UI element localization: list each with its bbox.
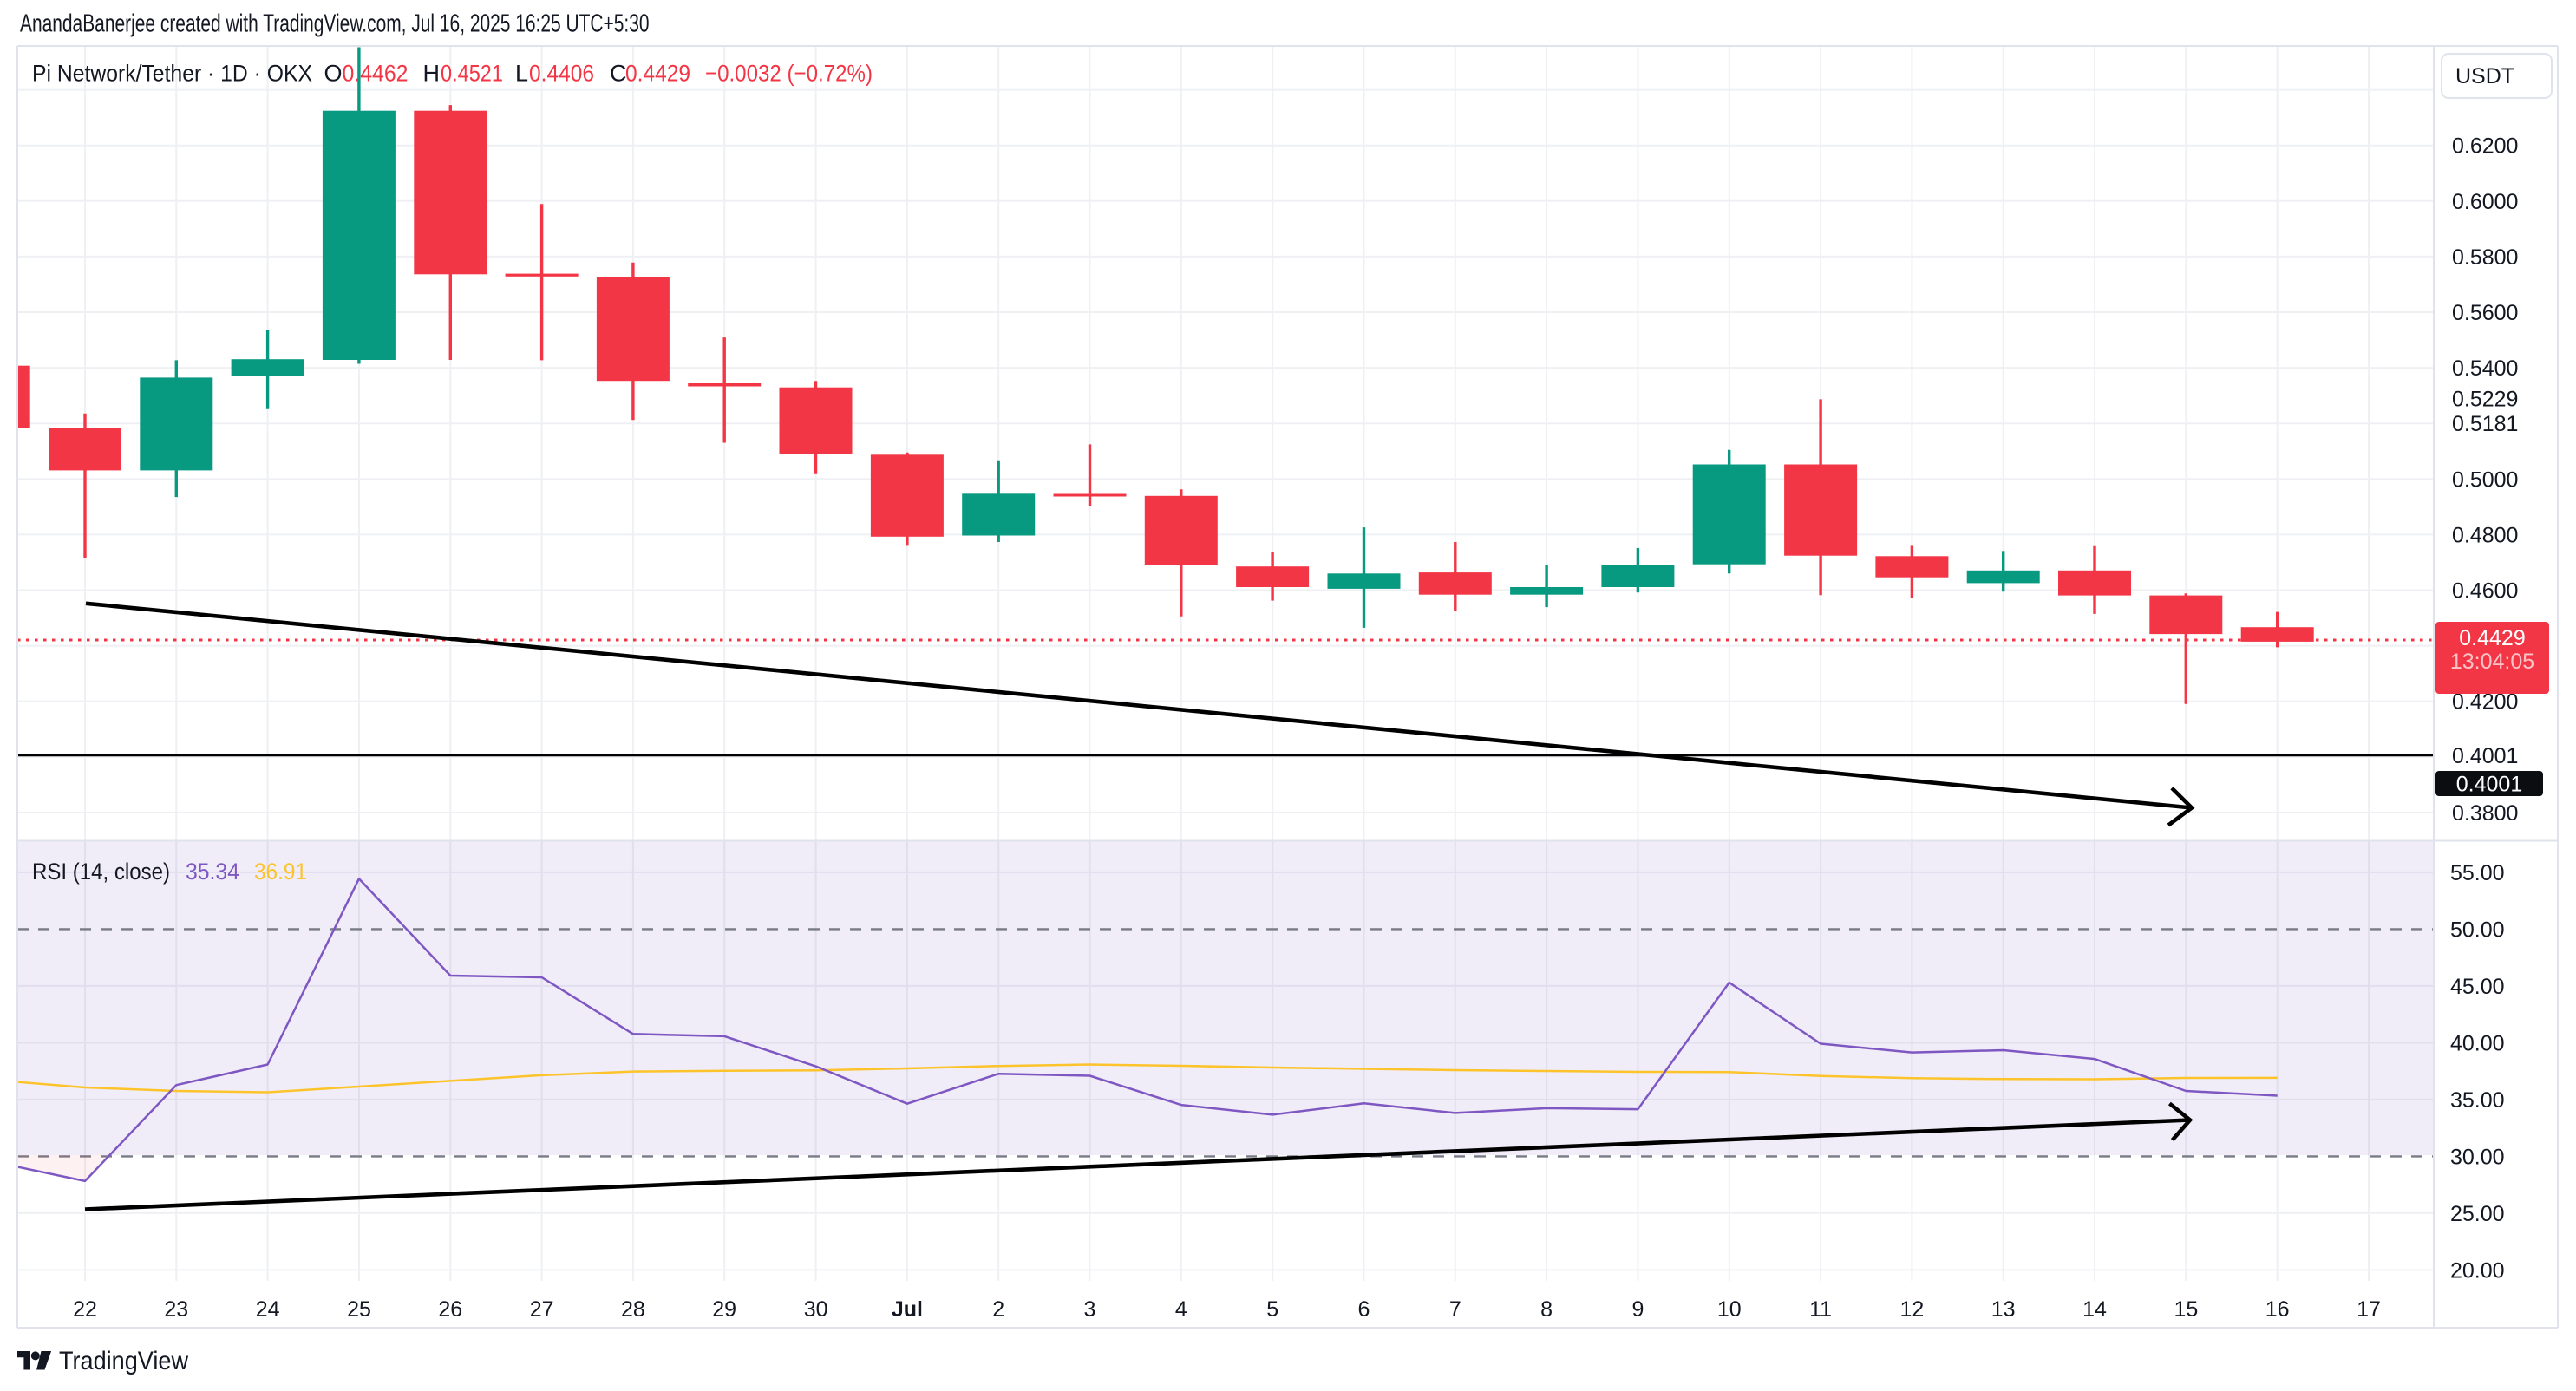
svg-text:0.4429: 0.4429 [2459, 626, 2525, 650]
svg-text:0.4521: 0.4521 [441, 61, 503, 87]
svg-text:0.6200: 0.6200 [2452, 134, 2518, 159]
svg-text:12: 12 [1899, 1297, 1924, 1322]
svg-text:L: L [515, 61, 528, 87]
svg-text:17: 17 [2357, 1297, 2381, 1322]
svg-text:USDT: USDT [2455, 64, 2514, 88]
svg-text:5: 5 [1266, 1297, 1278, 1322]
svg-text:0.3800: 0.3800 [2452, 801, 2518, 826]
svg-text:0.4429: 0.4429 [625, 61, 690, 87]
svg-text:O: O [324, 61, 343, 87]
svg-text:TradingView: TradingView [59, 1347, 189, 1375]
svg-text:35.00: 35.00 [2450, 1088, 2505, 1113]
svg-text:6: 6 [1358, 1297, 1370, 1322]
svg-text:29: 29 [712, 1297, 736, 1322]
svg-text:23: 23 [164, 1297, 188, 1322]
svg-text:27: 27 [530, 1297, 554, 1322]
svg-text:55.00: 55.00 [2450, 861, 2505, 885]
svg-text:0.4600: 0.4600 [2452, 579, 2518, 604]
svg-text:−0.0032 (−0.72%): −0.0032 (−0.72%) [705, 61, 873, 87]
svg-text:35.34: 35.34 [186, 859, 239, 885]
svg-text:0.5181: 0.5181 [2452, 412, 2518, 436]
svg-text:40.00: 40.00 [2450, 1031, 2505, 1055]
svg-text:0.5400: 0.5400 [2452, 356, 2518, 381]
svg-text:45.00: 45.00 [2450, 975, 2505, 999]
svg-text:0.5229: 0.5229 [2452, 388, 2518, 412]
svg-text:10: 10 [1717, 1297, 1742, 1322]
svg-text:24: 24 [256, 1297, 280, 1322]
svg-text:36.91: 36.91 [254, 859, 307, 885]
svg-text:RSI (14, close): RSI (14, close) [32, 859, 170, 885]
svg-text:3: 3 [1084, 1297, 1096, 1322]
svg-text:AnandaBanerjee created with Tr: AnandaBanerjee created with TradingView.… [20, 10, 650, 38]
svg-text:Jul: Jul [892, 1297, 923, 1322]
svg-text:0.5000: 0.5000 [2452, 467, 2518, 492]
svg-text:11: 11 [1809, 1297, 1832, 1322]
svg-text:0.4001: 0.4001 [2452, 744, 2518, 768]
svg-text:20.00: 20.00 [2450, 1258, 2505, 1283]
svg-text:14: 14 [2082, 1297, 2107, 1322]
svg-text:30.00: 30.00 [2450, 1145, 2505, 1169]
svg-text:8: 8 [1540, 1297, 1553, 1322]
svg-text:16: 16 [2265, 1297, 2290, 1322]
svg-text:0.4200: 0.4200 [2452, 690, 2518, 715]
svg-text:0.4406: 0.4406 [529, 61, 594, 87]
svg-text:13:04:05: 13:04:05 [2450, 650, 2534, 674]
svg-text:C: C [610, 61, 627, 87]
svg-text:7: 7 [1449, 1297, 1461, 1322]
svg-text:15: 15 [2174, 1297, 2198, 1322]
svg-text:0.4001: 0.4001 [2456, 773, 2522, 797]
svg-text:22: 22 [73, 1297, 97, 1322]
svg-text:0.6000: 0.6000 [2452, 190, 2518, 214]
svg-text:13: 13 [1991, 1297, 2016, 1322]
svg-text:9: 9 [1631, 1297, 1644, 1322]
svg-text:H: H [423, 61, 441, 87]
svg-text:28: 28 [621, 1297, 645, 1322]
svg-text:30: 30 [804, 1297, 828, 1322]
svg-text:0.4462: 0.4462 [343, 61, 409, 87]
svg-text:4: 4 [1175, 1297, 1187, 1322]
svg-text:50.00: 50.00 [2450, 918, 2505, 942]
svg-text:0.5800: 0.5800 [2452, 245, 2518, 270]
svg-text:25.00: 25.00 [2450, 1202, 2505, 1226]
svg-text:26: 26 [438, 1297, 462, 1322]
svg-text:0.4800: 0.4800 [2452, 523, 2518, 547]
svg-text:Pi Network/Tether · 1D · OKX: Pi Network/Tether · 1D · OKX [32, 61, 312, 87]
svg-text:25: 25 [347, 1297, 371, 1322]
svg-text:2: 2 [992, 1297, 1004, 1322]
svg-text:0.5600: 0.5600 [2452, 301, 2518, 325]
